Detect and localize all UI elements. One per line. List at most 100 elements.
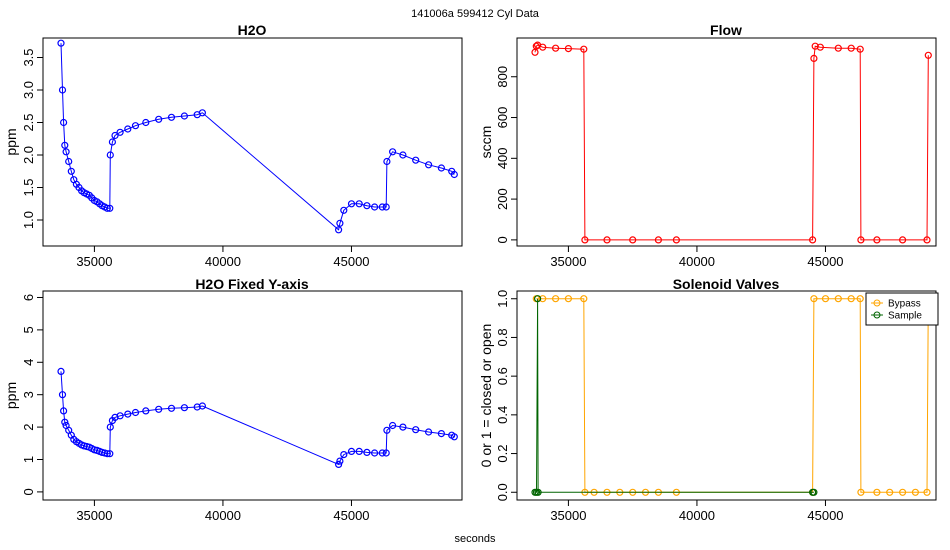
flow-data-point: [810, 54, 818, 63]
bypass-data-point: [856, 295, 864, 303]
h2o-data-point: [180, 112, 188, 120]
h2o-title: H2O: [238, 22, 267, 38]
h2o-data-point: [67, 167, 75, 175]
flow-data-point: [834, 44, 842, 52]
h2o-x-tick-label: 35000: [76, 254, 112, 269]
flow-data-point: [603, 236, 611, 244]
bypass-data-point: [551, 295, 560, 303]
bypass-data-point: [847, 295, 855, 303]
h2o-y-tick-label: 3.0: [21, 81, 36, 99]
flow-data-point: [847, 44, 855, 52]
figure-header: 141006a 599412 Cyl Data: [411, 8, 540, 20]
flow-y-tick-label: 800: [495, 66, 510, 88]
h2o-fixed-data-point: [142, 407, 150, 415]
h2o-fixed-data-point: [412, 426, 420, 434]
sample-data-point: [534, 488, 542, 496]
valves-x-tick-label: 35000: [550, 508, 586, 523]
valves-title: Solenoid Valves: [673, 276, 780, 292]
h2o-fixed-data-point: [124, 410, 132, 418]
h2o-fixed-data-point: [355, 447, 363, 455]
h2o-data-point: [340, 206, 348, 214]
flow-data-point: [580, 45, 588, 53]
valves-y-axis-label: 0 or 1 = closed or open: [478, 324, 494, 468]
bypass-data-point: [911, 488, 920, 496]
h2o-data-point: [198, 109, 206, 117]
flow-data-point: [873, 236, 881, 244]
h2o-data-point: [355, 200, 363, 208]
h2o-fixed-plot-frame: [42, 290, 463, 501]
valves-y-tick-label: 0.4: [495, 406, 510, 424]
flow-data-point: [856, 45, 864, 53]
h2o-data-point: [142, 118, 150, 127]
h2o-data-point: [363, 202, 371, 210]
h2o-data-point: [61, 141, 69, 149]
h2o-y-tick-label: 2.5: [21, 113, 36, 131]
h2o-data-point: [412, 156, 420, 164]
h2o-y-axis-label: ppm: [3, 128, 19, 155]
h2o-data-point: [106, 151, 114, 159]
bypass-legend-marker: [873, 299, 881, 307]
h2o-fixed-panel: H2O Fixed Y-axis 35000 40000 45000 0 1 2 3 4 5 6 p…: [3, 276, 463, 523]
valves-plot-frame: [516, 290, 937, 501]
h2o-fixed-y-tick-label: 0: [21, 488, 36, 495]
flow-data-point: [924, 51, 932, 59]
valves-x-tick-label: 45000: [807, 508, 843, 523]
flow-data-point: [629, 236, 637, 244]
h2o-data-point: [131, 122, 140, 130]
h2o-series-line: [60, 43, 455, 231]
bypass-data-point: [564, 295, 573, 303]
h2o-fixed-data-point: [399, 423, 407, 431]
bypass-data-point: [923, 488, 931, 496]
valves-y-tick-label: 0.6: [495, 367, 510, 385]
h2o-fixed-x-tick-label: 45000: [333, 508, 369, 523]
flow-data-point: [923, 236, 931, 244]
valves-y-tick-label: 0.0: [495, 483, 510, 501]
x-axis-label: seconds: [455, 533, 496, 545]
flow-series-line: [534, 44, 929, 241]
h2o-data-point: [450, 170, 458, 179]
flow-data-point: [816, 43, 824, 51]
h2o-data-point: [371, 203, 379, 211]
sample-legend-label: Sample: [888, 311, 922, 322]
h2o-data-point: [106, 204, 114, 212]
h2o-fixed-data-point: [382, 449, 390, 457]
bypass-data-point: [810, 295, 818, 303]
h2o-data-point: [111, 131, 119, 140]
bypass-data-point: [539, 295, 547, 303]
flow-data-point: [654, 236, 663, 244]
h2o-fixed-data-point: [116, 412, 124, 420]
h2o-data-point: [335, 226, 343, 234]
h2o-y-tick-label: 1.5: [21, 178, 36, 196]
h2o-fixed-data-point: [106, 450, 114, 458]
flow-data-point: [898, 236, 907, 244]
h2o-fixed-y-tick-label: 4: [21, 359, 36, 366]
h2o-fixed-data-point: [193, 403, 201, 411]
valves-panel: Solenoid Valves 35000 40000 45000 0.0 0.2 0.4…: [478, 276, 939, 523]
bypass-data-point: [886, 488, 894, 496]
h2o-data-point: [378, 203, 386, 211]
sample-series-line: [535, 298, 814, 493]
h2o-fixed-data-point: [340, 451, 348, 459]
h2o-fixed-x-tick-label: 35000: [76, 508, 112, 523]
h2o-fixed-data-point: [335, 460, 343, 468]
h2o-fixed-x-tick-label: 40000: [205, 508, 241, 523]
h2o-data-point: [108, 138, 117, 146]
h2o-fixed-data-point: [61, 418, 69, 426]
flow-data-point: [551, 44, 560, 52]
flow-data-point: [857, 236, 865, 244]
sample-legend-marker: [873, 311, 881, 319]
h2o-data-point: [425, 161, 433, 169]
sample-data-point: [533, 295, 542, 303]
h2o-y-tick-label: 3.5: [21, 48, 36, 66]
flow-x-tick-label: 35000: [550, 254, 586, 269]
h2o-data-point: [116, 128, 124, 136]
bypass-data-point: [898, 488, 907, 496]
h2o-fixed-y-tick-label: 2: [21, 423, 36, 430]
h2o-fixed-data-point: [437, 430, 445, 438]
h2o-data-point: [57, 39, 65, 47]
h2o-data-point: [383, 157, 391, 166]
flow-y-tick-label: 600: [495, 107, 510, 129]
h2o-data-point: [65, 157, 73, 166]
valves-x-tick-label: 40000: [679, 508, 715, 523]
h2o-x-tick-label: 45000: [333, 254, 369, 269]
